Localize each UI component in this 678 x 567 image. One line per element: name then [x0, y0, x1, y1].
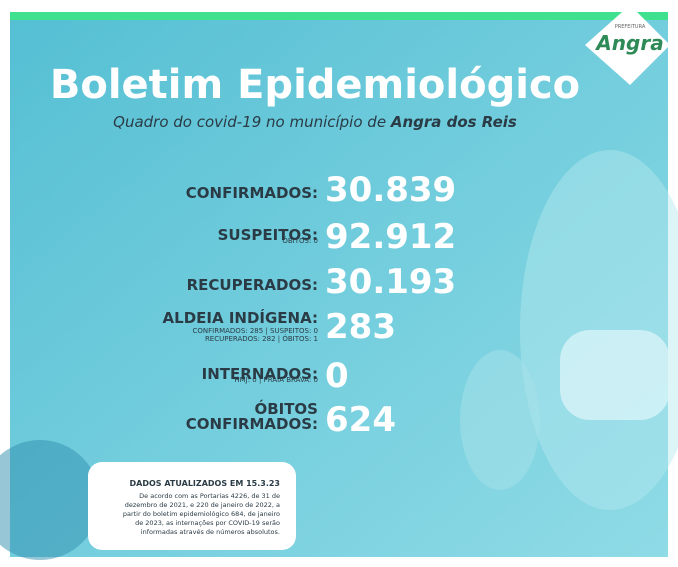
stat-note: CONFIRMADOS: 285 | SUSPEITOS: 0: [193, 327, 319, 335]
stat-label: CONFIRMADOS:: [186, 184, 318, 202]
stat-label: ALDEIA INDÍGENA:: [163, 308, 318, 327]
stat-note: HMJ: 0 | PRAIA BRAVA: 0: [234, 376, 318, 384]
info-line: partir do boletim epidemiológico 684, de…: [123, 510, 280, 518]
info-line: De acordo com as Portarias 4226, de 31 d…: [139, 492, 280, 500]
stat-note: ÓBITOS: 0: [282, 236, 318, 245]
info-lines: De acordo com as Portarias 4226, de 31 d…: [123, 492, 280, 536]
info-title: DADOS ATUALIZADOS EM 15.3.23: [130, 479, 280, 488]
subtitle-emphasis: Angra dos Reis: [390, 113, 517, 131]
stat-value: 92.912: [325, 217, 456, 257]
stat-value: 30.839: [325, 170, 456, 210]
hand-shape: [460, 350, 540, 490]
stat-value: 624: [325, 400, 396, 440]
info-line: de 2023, as internações por COVID-19 ser…: [135, 519, 280, 527]
logo-top: PREFEITURA: [615, 24, 646, 30]
logo-name: Angra: [594, 31, 663, 55]
stat-label: CONFIRMADOS:: [186, 415, 318, 433]
stat-value: 283: [325, 307, 396, 347]
mask-shape: [560, 330, 670, 420]
stat-label: RECUPERADOS:: [187, 276, 318, 294]
stat-value: 30.193: [325, 262, 456, 302]
stat-note: RECUPERADOS: 282 | ÓBITOS: 1: [205, 334, 318, 343]
top-strip: [10, 12, 668, 20]
info-line: dezembro de 2021, e 220 de janeiro de 20…: [125, 501, 280, 509]
subtitle: Quadro do covid-19 no município de Angra…: [113, 113, 517, 131]
info-line: informadas através de números absolutos.: [141, 528, 280, 536]
subtitle-text: Quadro do covid-19 no município de: [113, 113, 386, 131]
stat-value: 0: [325, 356, 349, 396]
title: Boletim Epidemiológico: [50, 62, 580, 108]
infographic: PREFEITURA Angra Boletim Epidemiológico …: [0, 0, 678, 567]
